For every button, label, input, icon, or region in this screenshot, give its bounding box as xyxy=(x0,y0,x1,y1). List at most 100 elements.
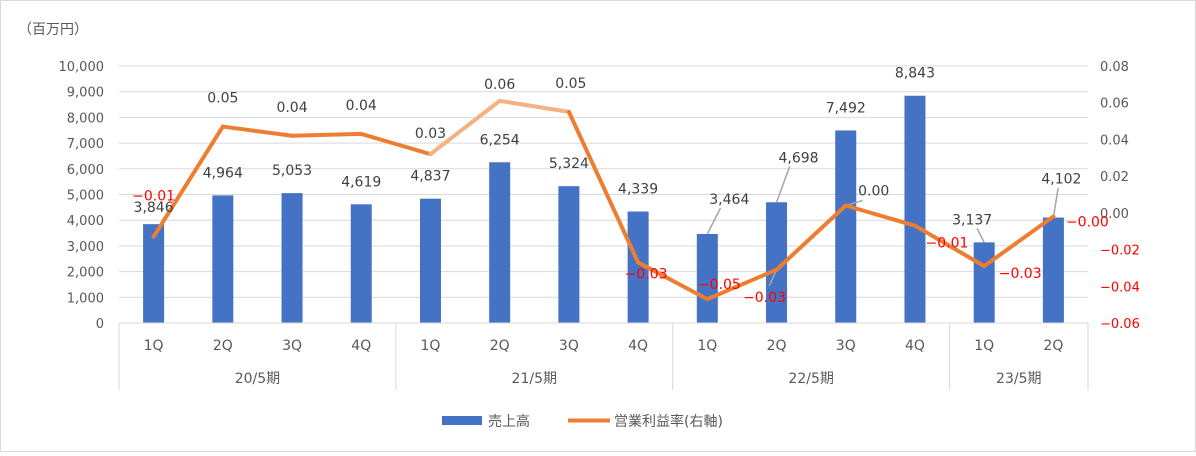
margin-line-segment xyxy=(428,98,502,157)
bar-data-label: 4,339 xyxy=(618,181,658,197)
right-tick-label: 0.04 xyxy=(1100,133,1129,148)
line-series xyxy=(151,98,1056,302)
quarter-label: 1Q xyxy=(974,338,994,354)
left-tick-label: 2,000 xyxy=(67,266,104,281)
left-tick-label: 1,000 xyxy=(67,291,104,306)
margin-line-segment xyxy=(982,214,1056,269)
left-axis: 0 1,000 2,000 3,000 4,000 5,000 6,000 7,000 8,00… xyxy=(59,60,105,332)
right-tick-label: −0.04 xyxy=(1100,280,1140,295)
quarter-label: 2Q xyxy=(490,338,510,354)
right-axis: −0.06 −0.04 −0.02 0.00 0.02 0.04 0.06 0.08 xyxy=(1100,60,1140,332)
line-data-label: 0.06 xyxy=(484,77,515,93)
bar-data-label: 3,137 xyxy=(952,212,992,228)
right-tick-label: 0.06 xyxy=(1100,97,1129,112)
line-data-label: −0.01 xyxy=(926,236,969,252)
line-data-labels: −0.010.050.04 0.040.030.06 0.05−0.03−0.05−… xyxy=(132,76,1109,306)
sales-bar xyxy=(766,202,788,323)
line-data-label: −0.00 xyxy=(1066,215,1109,231)
bar-data-label: 3,464 xyxy=(709,192,749,208)
sales-bar xyxy=(212,195,234,323)
right-tick-label: 0.08 xyxy=(1100,60,1129,75)
left-tick-label: 4,000 xyxy=(67,214,104,229)
quarter-label: 3Q xyxy=(559,338,579,354)
sales-bar xyxy=(973,242,995,323)
right-tick-label: 0.00 xyxy=(1100,207,1129,222)
sales-bar xyxy=(350,204,372,323)
margin-line-segment xyxy=(843,203,917,228)
margin-line-segment xyxy=(636,260,710,302)
right-tick-label: −0.02 xyxy=(1100,244,1140,259)
unit-label: （百万円） xyxy=(18,22,88,38)
line-data-label: 0.04 xyxy=(276,100,307,116)
legend-label-margin: 営業利益率(右軸) xyxy=(614,413,723,430)
sales-bar xyxy=(835,130,857,323)
bar-data-label: 5,324 xyxy=(549,156,589,172)
left-tick-label: 9,000 xyxy=(67,86,104,101)
line-data-label: 0.00 xyxy=(858,184,889,200)
bar-data-label: 4,964 xyxy=(203,165,243,181)
bar-data-label: 4,698 xyxy=(778,150,818,166)
line-data-label: 0.04 xyxy=(346,98,377,114)
sales-bar xyxy=(281,193,303,323)
bar-data-label: 4,619 xyxy=(341,174,381,190)
bar-data-label: 8,843 xyxy=(895,66,935,82)
quarter-label: 4Q xyxy=(351,338,371,354)
sales-bar xyxy=(143,224,165,323)
group-label: 23/5期 xyxy=(996,371,1041,387)
margin-line-segment xyxy=(497,98,571,114)
bar-data-label: 3,846 xyxy=(134,200,174,216)
legend-label-sales: 売上高 xyxy=(488,413,530,430)
gridlines xyxy=(119,65,1088,298)
bar-data-labels: 3,846 4,964 5,053 4,619 4,837 6,254 5,324 4,339… xyxy=(134,66,1082,229)
left-tick-label: 5,000 xyxy=(67,189,104,204)
margin-line-segment xyxy=(151,124,225,239)
bar-data-label: 5,053 xyxy=(272,163,312,179)
bar-series xyxy=(143,95,1064,324)
bar-data-label: 7,492 xyxy=(826,100,866,116)
left-tick-label: 0 xyxy=(96,317,104,332)
quarter-label: 2Q xyxy=(213,338,233,354)
line-data-label: −0.03 xyxy=(999,266,1042,282)
legend: 売上高 営業利益率(右軸) xyxy=(442,413,723,430)
sales-bar xyxy=(627,211,649,323)
leader-line xyxy=(976,228,985,243)
quarter-label: 2Q xyxy=(767,338,787,354)
line-data-label: −0.03 xyxy=(743,290,786,306)
margin-line-segment xyxy=(705,267,779,302)
left-tick-label: 8,000 xyxy=(67,111,104,126)
quarter-label: 1Q xyxy=(697,338,717,354)
margin-line-segment xyxy=(220,124,295,138)
left-tick-label: 7,000 xyxy=(67,137,104,152)
leader-line xyxy=(775,166,791,203)
group-label: 20/5期 xyxy=(235,371,280,387)
legend-swatch-sales xyxy=(442,416,482,425)
margin-line-segment xyxy=(566,109,641,265)
left-tick-label: 3,000 xyxy=(67,240,104,255)
quarter-label: 3Q xyxy=(282,338,302,354)
sales-bar xyxy=(489,162,511,323)
group-label: 22/5期 xyxy=(788,371,833,387)
sales-bar xyxy=(558,186,580,323)
quarter-label: 4Q xyxy=(628,338,648,354)
margin-line-segment xyxy=(359,131,433,157)
sales-bar xyxy=(419,198,441,323)
sales-bar xyxy=(904,95,926,324)
line-data-label: −0.01 xyxy=(132,189,175,205)
line-data-label: −0.03 xyxy=(625,266,668,282)
right-tick-label: 0.02 xyxy=(1100,170,1129,185)
line-data-label: −0.05 xyxy=(698,277,741,293)
leader-line xyxy=(706,207,722,235)
margin-line-segment xyxy=(290,131,364,138)
line-data-label: 0.05 xyxy=(555,76,586,92)
quarter-label: 2Q xyxy=(1043,338,1063,354)
left-tick-label: 6,000 xyxy=(67,163,104,178)
margin-line-segment xyxy=(912,223,987,269)
line-data-label: 0.05 xyxy=(207,91,238,107)
bar-data-label: 4,102 xyxy=(1041,172,1081,188)
line-data-label: 0.03 xyxy=(415,126,446,142)
sales-bar xyxy=(1042,217,1064,323)
sales-bar xyxy=(696,233,718,323)
